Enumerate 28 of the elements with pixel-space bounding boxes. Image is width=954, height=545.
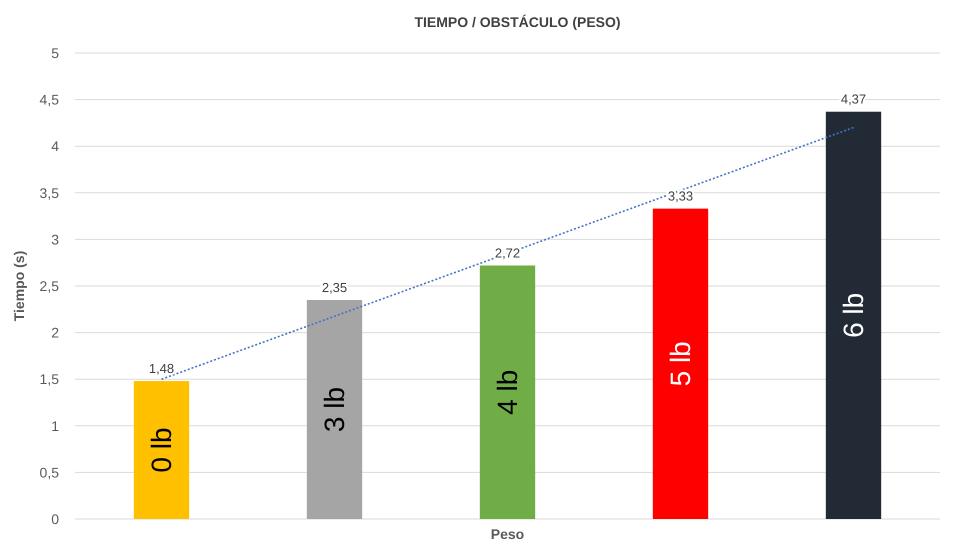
- x-axis-title: Peso: [490, 526, 524, 542]
- x-tick-label: 5 lb: [665, 341, 696, 386]
- x-tick-label: 6 lb: [838, 292, 869, 338]
- y-tick-label: 2: [51, 324, 60, 341]
- data-label: 2,35: [322, 280, 348, 295]
- y-tick-label: 4: [51, 138, 60, 154]
- y-tick-label: 3,5: [40, 184, 60, 201]
- y-axis-title: Tiempo (s): [11, 250, 27, 322]
- x-tick-label: 0 lb: [146, 427, 177, 473]
- x-tick-label: 3 lb: [319, 386, 350, 432]
- y-tick-label: 0: [51, 511, 60, 527]
- data-label: 1,48: [148, 361, 174, 376]
- y-tick-label: 4,5: [40, 92, 60, 108]
- y-tick-label: 5: [51, 45, 60, 61]
- y-tick-label: 3: [51, 231, 60, 248]
- bar: [652, 208, 708, 519]
- bar: [480, 265, 536, 519]
- bar: [134, 381, 190, 519]
- y-tick-label: 0,5: [40, 464, 60, 480]
- y-tick-label: 1: [51, 418, 60, 434]
- data-label: 3,33: [668, 188, 694, 204]
- bar: [306, 300, 362, 519]
- y-tick-label: 1,5: [40, 371, 60, 388]
- data-label: 4,37: [840, 92, 866, 107]
- bar: [826, 112, 882, 519]
- x-tick-label: 4 lb: [492, 370, 523, 415]
- y-tick-label: 2,5: [40, 278, 60, 294]
- chart-title: TIEMPO / OBSTÁCULO (PESO): [414, 14, 621, 30]
